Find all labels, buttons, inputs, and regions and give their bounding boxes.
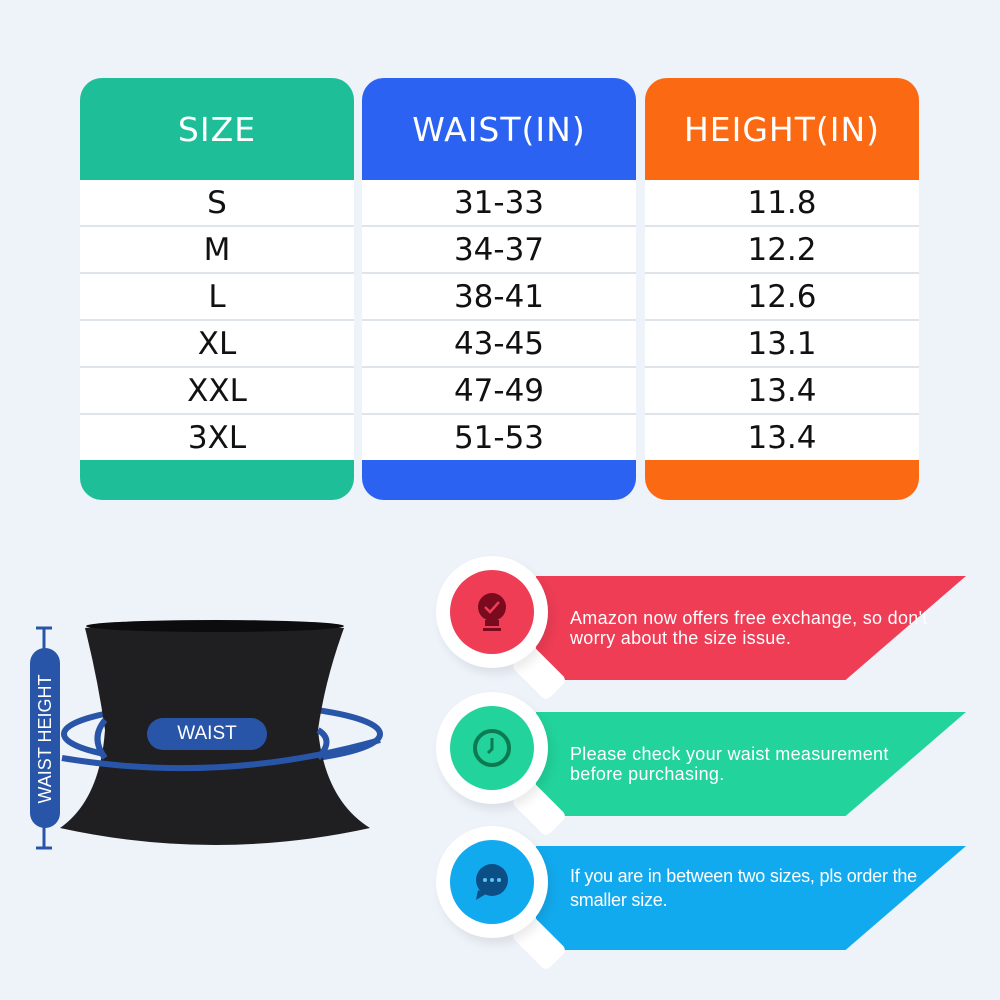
size-cell: 3XL	[187, 419, 247, 456]
height-cell: 13.4	[645, 368, 919, 415]
size-cell: S	[80, 180, 354, 227]
height-cell: 12.2	[645, 227, 919, 274]
waist-cell: 34-37	[362, 227, 636, 274]
waist-label: WAIST	[177, 723, 237, 744]
waist-cell: 43-45	[362, 321, 636, 368]
size-cell: M	[80, 227, 354, 274]
clock-icon	[450, 706, 534, 790]
size-column: SIZE S M L XL XXL 3XL	[80, 78, 354, 500]
height-header: HEIGHT(IN)	[683, 109, 881, 149]
size-cell: XL	[80, 321, 354, 368]
height-cell: 13.1	[645, 321, 919, 368]
waist-trainer-image	[30, 620, 383, 850]
height-cell: 11.8	[645, 180, 919, 227]
tip-text: Please check your waist measurement befo…	[570, 744, 889, 784]
lightbulb-check-icon	[450, 570, 534, 654]
height-cell: 12.6	[645, 274, 919, 321]
waist-header: WAIST(IN)	[412, 109, 586, 149]
waist-cell: 51-53	[453, 419, 545, 456]
waist-height-label: WAIST HEIGHT	[35, 674, 55, 804]
waist-cell: 47-49	[362, 368, 636, 415]
tip-size-advice: If you are in between two sizes, pls ord…	[436, 826, 976, 972]
size-cell: XXL	[80, 368, 354, 415]
tip-measure: Please check your waist measurement befo…	[436, 692, 976, 838]
chat-bubble-icon	[450, 840, 534, 924]
tip-exchange: Amazon now offers free exchange, so don'…	[436, 556, 976, 702]
height-cell: 13.4	[747, 419, 817, 456]
waist-cell: 31-33	[362, 180, 636, 227]
height-column: HEIGHT(IN) 11.8 12.2 12.6 13.1 13.4 13.4	[645, 78, 919, 500]
size-header: SIZE	[177, 109, 257, 149]
waist-column: WAIST(IN) 31-33 34-37 38-41 43-45 47-49 …	[362, 78, 636, 500]
belt-diagram: WAIST WAIST HEIGHT	[0, 600, 400, 880]
tip-text: If you are in between two sizes, pls ord…	[570, 866, 917, 910]
waist-cell: 38-41	[362, 274, 636, 321]
tip-text: Amazon now offers free exchange, so don'…	[570, 608, 928, 648]
size-cell: L	[80, 274, 354, 321]
